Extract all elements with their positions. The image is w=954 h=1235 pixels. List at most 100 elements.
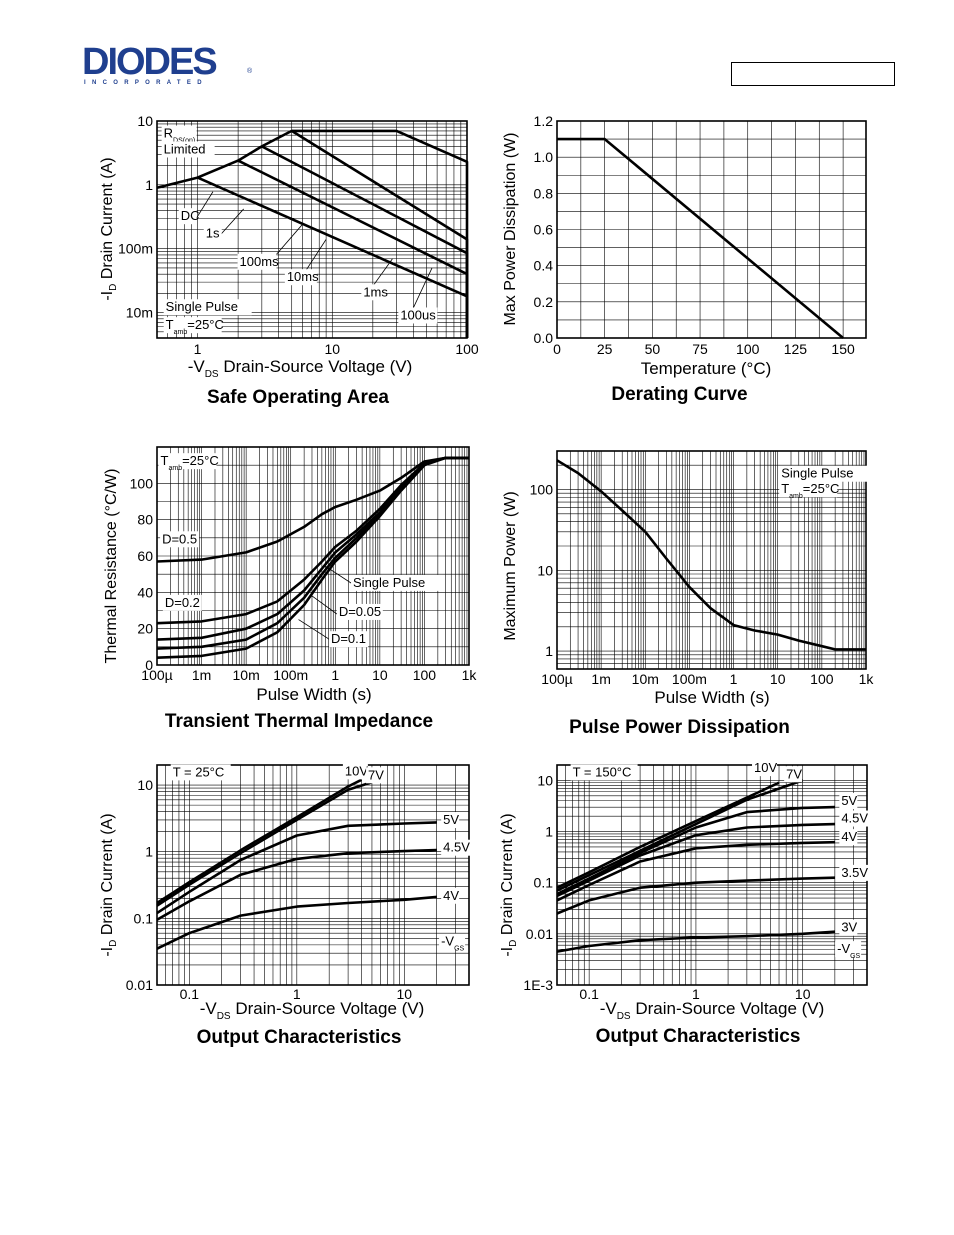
y-axis-label: -ID Drain Current (A) — [99, 813, 119, 956]
annotation-label: 4V — [443, 888, 459, 903]
series-line — [556, 840, 835, 902]
leader-line — [323, 564, 352, 584]
y-tick-label: 1 — [145, 177, 153, 193]
y-axis-label: -ID Drain Current (A) — [499, 813, 519, 956]
y-tick-label: 100 — [530, 482, 554, 498]
x-tick-label: 100 — [413, 667, 437, 683]
annotation-label: 10V — [754, 760, 777, 775]
part-number-box — [731, 62, 895, 86]
annotation-backdrop — [398, 307, 438, 324]
series-line — [156, 456, 469, 659]
annotation-backdrop — [570, 764, 638, 781]
annotation-label: 10V — [345, 763, 368, 778]
annotation-label: 7V — [368, 767, 384, 782]
series-line — [156, 821, 437, 915]
x-tick-label: 10m — [233, 667, 260, 683]
annotation-backdrop — [162, 594, 202, 611]
y-tick-label: 10m — [126, 305, 153, 321]
series-line — [556, 805, 835, 896]
annotation-label: 1s — [206, 225, 220, 240]
x-axis-label: Pulse Width (s) — [256, 685, 371, 704]
x-tick-label: 100m — [273, 667, 308, 683]
x-tick-label: 100 — [455, 341, 479, 357]
series-line — [291, 129, 469, 338]
annotation-backdrop — [839, 793, 858, 810]
annotation-label: T = 150°C — [573, 764, 632, 779]
logo-subtitle: INCORPORATED — [84, 80, 208, 86]
series-line — [556, 781, 780, 889]
annotation-label: Single Pulse — [353, 575, 425, 590]
x-tick-label: 100 — [736, 341, 760, 357]
annotation-backdrop — [441, 887, 460, 904]
y-axis-label: Maximum Power (W) — [502, 491, 519, 640]
y-tick-label: 0.1 — [134, 910, 154, 926]
y-tick-label: 60 — [137, 548, 153, 564]
annotation-label: Tamb=25°C — [161, 453, 219, 472]
annotation-backdrop — [779, 465, 868, 482]
chart-thermal: 100µ 1m 10m 100m 1 10 100 1k 0 20 40 60 80 100 Tamb=25… — [103, 446, 477, 732]
annotation-label: Tamb=25°C — [166, 317, 224, 336]
y-tick-label: 0.01 — [526, 926, 553, 942]
plot-frame — [156, 764, 470, 986]
y-tick-label: 0.2 — [534, 294, 554, 310]
annotation-label: 4V — [841, 829, 857, 844]
annotation-label: 7V — [786, 766, 802, 781]
x-tick-label: 125 — [784, 341, 808, 357]
annotation-label: Tamb=25°C — [781, 481, 839, 500]
y-tick-label: 0 — [145, 657, 153, 673]
annotation-backdrop — [439, 933, 466, 950]
plot-frame — [556, 764, 868, 986]
y-tick-label: 1E-3 — [523, 977, 553, 993]
series-line — [156, 456, 469, 650]
chart-title: Safe Operating Area — [207, 387, 389, 408]
chart-title: Output Characteristics — [596, 1026, 801, 1047]
annotation-backdrop — [839, 864, 872, 881]
x-tick-label: 50 — [645, 341, 661, 357]
chart-out150: 0.1 1 10 10 1 0.1 0.01 1E-3 T = 150°C 10V 7V 5V 4.5V… — [499, 760, 872, 1047]
annotation-label: 3.5V — [841, 865, 868, 880]
annotation-backdrop — [366, 767, 385, 784]
x-tick-label: 150 — [831, 341, 855, 357]
chart-title: Transient Thermal Impedance — [165, 711, 433, 732]
chart-soa: 1 10 100 10 1 100m 10m RDS(on)Limited DC 1s 100ms 1… — [99, 113, 479, 408]
annotation-label: Single Pulse — [781, 466, 853, 481]
annotation-backdrop — [158, 453, 217, 470]
series-line — [156, 848, 437, 921]
annotation-backdrop — [752, 760, 778, 777]
x-tick-label: 10 — [397, 986, 413, 1002]
y-tick-label: 100 — [130, 475, 154, 491]
annotation-backdrop — [351, 574, 440, 591]
annotation-backdrop — [441, 812, 460, 829]
series-line — [556, 930, 835, 953]
x-axis-label: Pulse Width (s) — [654, 688, 769, 707]
x-tick-label: 1 — [194, 341, 202, 357]
x-tick-label: 1m — [192, 667, 211, 683]
annotation-backdrop — [237, 253, 277, 270]
plot-frame — [556, 120, 867, 339]
x-tick-label: 25 — [597, 341, 613, 357]
y-tick-label: 1.2 — [534, 113, 554, 129]
annotation-label: 100ms — [240, 254, 280, 269]
y-axis-label: Max Power Dissipation (W) — [502, 133, 519, 326]
y-tick-label: 1 — [545, 643, 553, 659]
y-tick-label: 10 — [537, 772, 553, 788]
x-tick-label: 100µ — [141, 667, 172, 683]
annotation-label: RDS(on) — [164, 126, 196, 145]
annotation-label: 10ms — [287, 269, 319, 284]
series-line — [556, 822, 835, 898]
diodes-logo: DIODES INCORPORATED ® — [82, 42, 254, 88]
logo-wordmark: DIODES — [82, 41, 218, 83]
annotation-label: D=0.5 — [162, 531, 197, 546]
x-tick-label: 1 — [293, 986, 301, 1002]
annotation-label: -VGS — [837, 941, 860, 960]
y-tick-label: 1 — [545, 824, 553, 840]
annotation-backdrop — [178, 208, 197, 225]
chart-grid — [556, 764, 868, 986]
x-tick-label: 1 — [331, 667, 339, 683]
annotation-label: T = 25°C — [173, 764, 225, 779]
y-axis-label: -ID Drain Current (A) — [99, 157, 119, 300]
annotation-label: DC — [181, 208, 200, 223]
annotation-label: 3V — [841, 920, 857, 935]
x-axis-label: -VDS Drain-Source Voltage (V) — [188, 357, 413, 380]
x-axis-label: -VDS Drain-Source Voltage (V) — [600, 999, 825, 1022]
